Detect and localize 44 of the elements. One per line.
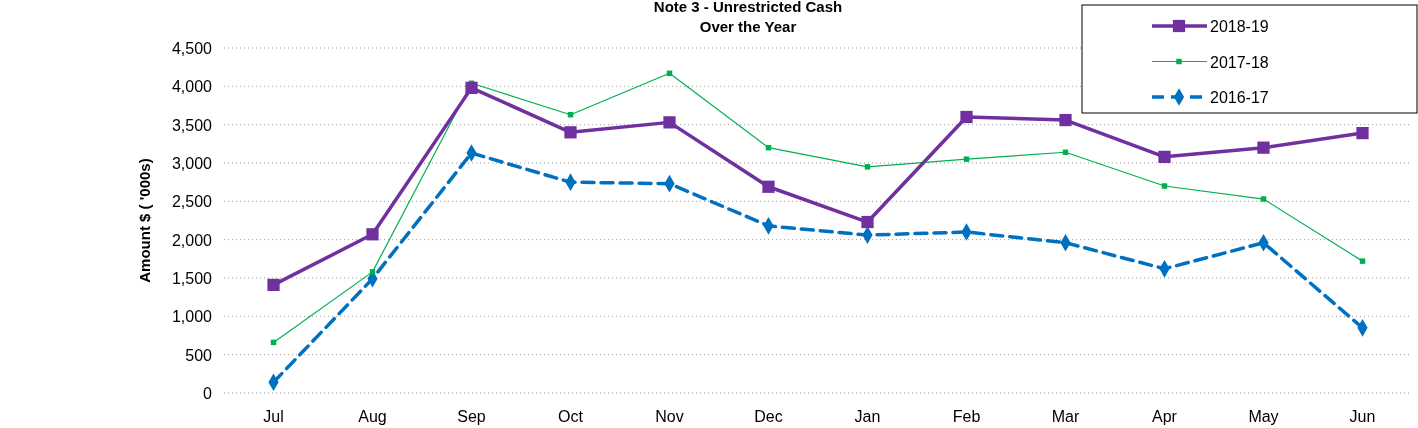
- y-tick-label: 4,000: [171, 78, 213, 96]
- x-tick-label: Aug: [358, 408, 387, 425]
- point: [465, 81, 478, 94]
- legend-label: 2018-19: [1210, 18, 1269, 35]
- point: [861, 215, 874, 229]
- x-tick-label: May: [1248, 408, 1279, 425]
- point: [366, 228, 379, 241]
- x-tick-label: Sep: [457, 408, 486, 425]
- point: [564, 126, 577, 139]
- x-tick-label: Jul: [263, 408, 284, 425]
- point: [864, 164, 871, 170]
- x-tick-label: Mar: [1051, 408, 1080, 425]
- point: [1158, 150, 1171, 163]
- x-tick-label: Apr: [1152, 408, 1178, 425]
- x-tick-label: Jan: [854, 408, 881, 425]
- x-tick-label: Dec: [754, 408, 783, 425]
- y-tick-label: 0: [203, 385, 213, 402]
- point: [960, 110, 973, 124]
- y-tick-label: 1,000: [171, 308, 213, 326]
- x-tick-label: Oct: [558, 408, 584, 425]
- y-tick-label: 1,500: [171, 270, 213, 287]
- y-tick-label: 3,000: [171, 155, 213, 172]
- point: [369, 269, 376, 275]
- point: [267, 278, 280, 292]
- y-tick-label: 3,500: [171, 116, 213, 134]
- y-tick-label: 500: [185, 346, 213, 364]
- y-tick-label: 2,500: [171, 193, 213, 211]
- x-tick-label: Jun: [1349, 408, 1376, 425]
- point: [1257, 141, 1270, 154]
- point: [1356, 126, 1369, 140]
- point: [663, 116, 676, 129]
- x-tick-label: Nov: [655, 408, 684, 425]
- y-tick-label: 4,500: [171, 40, 213, 57]
- legend-label: 2017-18: [1210, 53, 1269, 71]
- point: [1359, 258, 1366, 264]
- x-tick-label: Feb: [952, 408, 981, 425]
- point: [1161, 183, 1168, 189]
- chart-title: Note 3 - Unrestricted Cash Over the Year: [653, 0, 843, 35]
- y-tick-label: 2,000: [171, 231, 213, 249]
- y-axis-title: Amount $ ( '000s): [136, 158, 153, 283]
- point: [762, 180, 775, 193]
- point: [1059, 113, 1072, 127]
- legend-label: 2016-17: [1210, 89, 1269, 106]
- point: [963, 156, 970, 162]
